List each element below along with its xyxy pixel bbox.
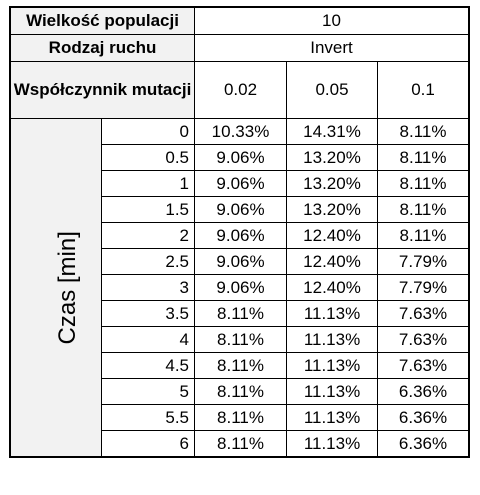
result-cell: 11.13% — [286, 352, 379, 379]
population-value: 10 — [194, 7, 470, 35]
mutation-value-1: 0.02 — [194, 61, 288, 119]
mutation-value-2: 0.05 — [286, 61, 379, 119]
result-cell: 14.31% — [286, 118, 379, 145]
result-cell: 8.11% — [377, 144, 470, 171]
result-cell: 12.40% — [286, 248, 379, 275]
move-type-label: Rodzaj ruchu — [9, 34, 196, 62]
result-cell: 11.13% — [286, 300, 379, 327]
time-value: 5 — [100, 378, 196, 405]
table-row: 5.5 8.11% 11.13% 6.36% — [11, 404, 470, 431]
results-table: Wielkość populacji 10 Rodzaj ruchu Inver… — [8, 6, 471, 458]
result-cell: 12.40% — [286, 222, 379, 249]
result-cell: 7.63% — [377, 352, 470, 379]
time-value: 0 — [100, 118, 196, 145]
table-row: 1 9.06% 13.20% 8.11% — [11, 170, 470, 197]
result-cell: 8.11% — [194, 326, 288, 353]
result-cell: 6.36% — [377, 430, 470, 457]
result-cell: 8.11% — [194, 404, 288, 431]
result-cell: 13.20% — [286, 196, 379, 223]
table-row: 0.5 9.06% 13.20% 8.11% — [11, 144, 470, 171]
table-row: 6 8.11% 11.13% 6.36% — [11, 430, 470, 457]
result-cell: 8.11% — [194, 300, 288, 327]
table-row: 1.5 9.06% 13.20% 8.11% — [11, 196, 470, 223]
time-axis-cell: Czas [min] — [10, 118, 102, 457]
mutation-row: Współczynnik mutacji 0.02 0.05 0.1 — [9, 61, 470, 119]
result-cell: 12.40% — [286, 274, 379, 301]
result-cell: 9.06% — [194, 248, 288, 275]
result-cell: 9.06% — [194, 170, 288, 197]
time-value: 2.5 — [100, 248, 196, 275]
result-cell: 8.11% — [194, 430, 288, 457]
time-value: 1 — [100, 170, 196, 197]
table-row: 5 8.11% 11.13% 6.36% — [11, 378, 470, 405]
result-cell: 7.79% — [377, 248, 470, 275]
table-row: 2.5 9.06% 12.40% 7.79% — [11, 248, 470, 275]
result-cell: 8.11% — [377, 196, 470, 223]
result-cell: 9.06% — [194, 274, 288, 301]
result-cell: 9.06% — [194, 196, 288, 223]
result-cell: 13.20% — [286, 144, 379, 171]
time-value: 4.5 — [100, 352, 196, 379]
time-value: 5.5 — [100, 404, 196, 431]
result-cell: 7.79% — [377, 274, 470, 301]
result-cell: 11.13% — [286, 404, 379, 431]
result-cell: 8.11% — [377, 170, 470, 197]
result-cell: 8.11% — [194, 378, 288, 405]
mutation-value-3: 0.1 — [377, 61, 470, 119]
result-cell: 8.11% — [377, 222, 470, 249]
table-row: Czas [min] 0 10.33% 14.31% 8.11% — [10, 118, 470, 457]
result-cell: 6.36% — [377, 378, 470, 405]
result-cell: 9.06% — [194, 222, 288, 249]
result-cell: 10.33% — [194, 118, 288, 145]
time-axis-label: Czas [min] — [53, 230, 81, 345]
population-row: Wielkość populacji 10 — [9, 7, 470, 35]
table-row: 2 9.06% 12.40% 8.11% — [11, 222, 470, 249]
time-value: 3 — [100, 274, 196, 301]
result-cell: 13.20% — [286, 170, 379, 197]
table-row: 3 9.06% 12.40% 7.79% — [11, 274, 470, 301]
move-type-value: Invert — [194, 34, 470, 62]
time-value: 2 — [100, 222, 196, 249]
result-cell: 11.13% — [286, 430, 379, 457]
result-cell: 9.06% — [194, 144, 288, 171]
result-cell: 8.11% — [194, 352, 288, 379]
time-value: 3.5 — [100, 300, 196, 327]
time-value: 6 — [100, 430, 196, 457]
mutation-label: Współczynnik mutacji — [9, 61, 196, 119]
result-cell: 11.13% — [286, 378, 379, 405]
result-cell: 6.36% — [377, 404, 470, 431]
result-cell: 7.63% — [377, 326, 470, 353]
population-label: Wielkość populacji — [9, 7, 196, 35]
result-cell: 8.11% — [377, 118, 470, 145]
time-value: 0.5 — [100, 144, 196, 171]
time-value: 4 — [100, 326, 196, 353]
move-type-row: Rodzaj ruchu Invert — [9, 34, 470, 62]
time-value: 1.5 — [100, 196, 196, 223]
result-cell: 7.63% — [377, 300, 470, 327]
result-cell: 11.13% — [286, 326, 379, 353]
